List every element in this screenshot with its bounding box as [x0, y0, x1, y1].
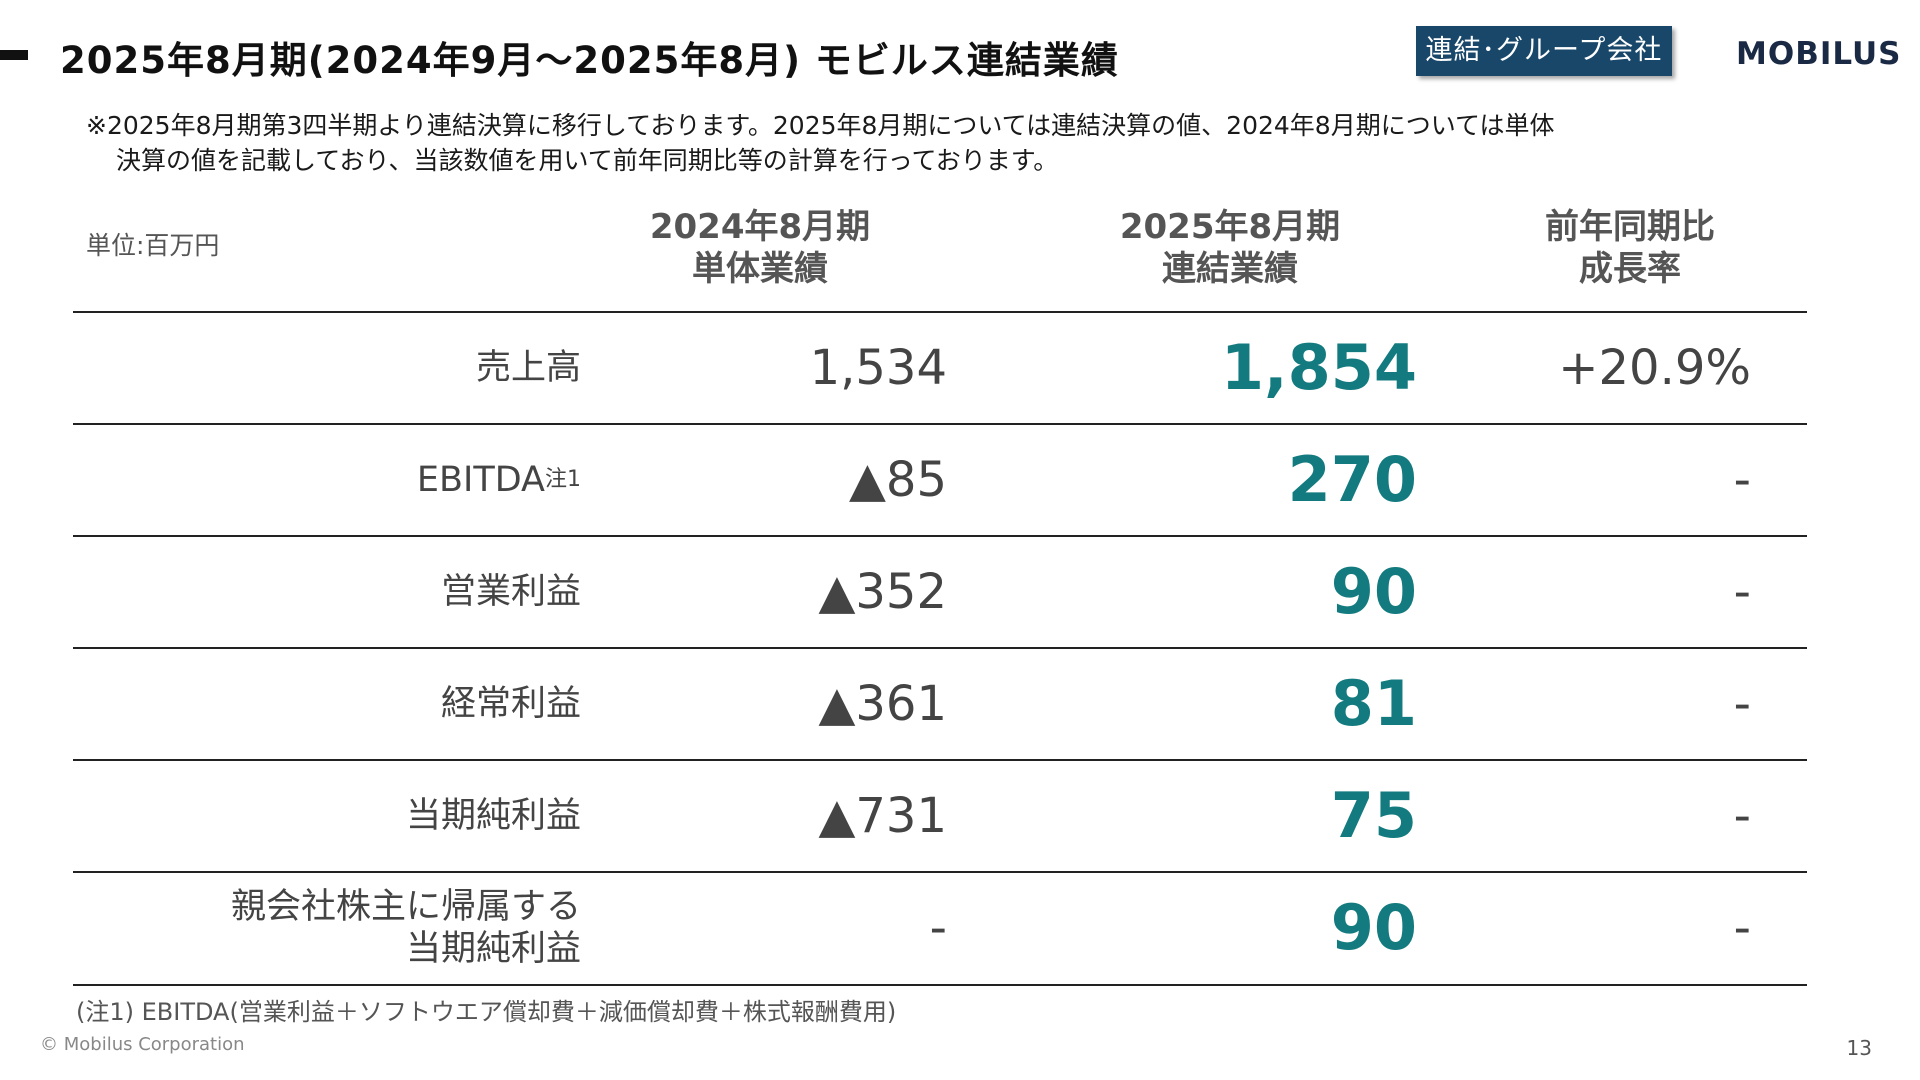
value-2025: 81 — [1330, 667, 1417, 740]
row-label: EBITDA 注1 — [417, 424, 581, 536]
table-rule — [73, 871, 1807, 873]
table-row: 営業利益 ▲352 90 - — [73, 536, 1807, 648]
value-2025: 75 — [1330, 779, 1417, 852]
row-label-text: EBITDA — [416, 460, 545, 500]
table-rule — [73, 759, 1807, 761]
column-header-growth: 前年同期比 成長率 — [1480, 206, 1780, 290]
value-2025: 1,854 — [1220, 331, 1417, 404]
value-2024: ▲361 — [818, 676, 947, 732]
value-2025: 90 — [1330, 891, 1417, 964]
row-label-text: 親会社株主に帰属する — [230, 887, 581, 927]
row-label-footnote-mark: 注1 — [545, 467, 581, 492]
row-label-text: 売上高 — [475, 348, 581, 388]
table-rule — [73, 647, 1807, 649]
value-2024: - — [929, 900, 947, 956]
column-header-2025-line2: 連結業績 — [1162, 249, 1298, 289]
column-header-2025: 2025年8月期 連結業績 — [1080, 206, 1380, 290]
page-title: 2025年8月期(2024年9月～2025年8月) モビルス連結業績 — [60, 39, 1119, 82]
table-row: 経常利益 ▲361 81 - — [73, 648, 1807, 760]
table-row: 当期純利益 ▲731 75 - — [73, 760, 1807, 872]
growth-rate: +20.9% — [1558, 340, 1751, 396]
row-label-text: 営業利益 — [440, 572, 581, 612]
row-label-stack: 親会社株主に帰属する 当期純利益 — [231, 886, 581, 970]
column-header-2024: 2024年8月期 単体業績 — [610, 206, 910, 290]
disclaimer-note: ※2025年8月期第3四半期より連結決算に移行しております。2025年8月期につ… — [86, 108, 1786, 178]
page-number: 13 — [1846, 1036, 1872, 1060]
row-label: 経常利益 — [441, 648, 581, 760]
value-2025: 270 — [1287, 443, 1417, 516]
growth-rate: - — [1733, 564, 1751, 620]
table-rule — [73, 423, 1807, 425]
unit-label: 単位:百万円 — [86, 231, 220, 260]
row-label-text: 当期純利益 — [405, 796, 581, 836]
row-label: 当期純利益 — [406, 760, 581, 872]
footnote: (注1) EBITDA(営業利益＋ソフトウエア償却費＋減価償却費＋株式報酬費用) — [76, 998, 897, 1026]
row-label: 売上高 — [476, 312, 581, 424]
note-line-1: ※2025年8月期第3四半期より連結決算に移行しております。2025年8月期につ… — [86, 111, 1555, 140]
growth-rate: - — [1733, 900, 1751, 956]
growth-rate: - — [1733, 452, 1751, 508]
row-label: 営業利益 — [441, 536, 581, 648]
title-marker — [0, 50, 28, 60]
value-2024: ▲352 — [818, 564, 947, 620]
growth-rate: - — [1733, 676, 1751, 732]
table-row: 売上高 1,534 1,854 +20.9% — [73, 312, 1807, 424]
table-row: EBITDA 注1 ▲85 270 - — [73, 424, 1807, 536]
category-badge: 連結･グループ会社 — [1416, 26, 1672, 76]
value-2024: 1,534 — [809, 340, 947, 396]
table-row: 親会社株主に帰属する 当期純利益 - 90 - — [73, 872, 1807, 984]
row-label: 親会社株主に帰属する 当期純利益 — [231, 872, 581, 984]
column-header-2024-line1: 2024年8月期 — [649, 207, 871, 247]
company-logo: MOBILUS — [1736, 36, 1902, 72]
growth-rate: - — [1733, 788, 1751, 844]
column-header-growth-line1: 前年同期比 — [1545, 207, 1715, 247]
column-header-2025-line1: 2025年8月期 — [1119, 207, 1341, 247]
value-2024: ▲85 — [849, 452, 947, 508]
column-header-2024-line2: 単体業績 — [692, 249, 828, 289]
note-line-2: 決算の値を記載しており、当該数値を用いて前年同期比等の計算を行っております。 — [116, 146, 1059, 175]
column-header-growth-line2: 成長率 — [1579, 249, 1681, 289]
table-rule — [73, 984, 1807, 986]
table-rule — [73, 311, 1807, 313]
value-2024: ▲731 — [818, 788, 947, 844]
table-rule — [73, 535, 1807, 537]
copyright: © Mobilus Corporation — [40, 1034, 245, 1055]
value-2025: 90 — [1330, 555, 1417, 628]
row-label-text: 経常利益 — [440, 684, 581, 724]
row-label-text-line2: 当期純利益 — [405, 929, 581, 969]
